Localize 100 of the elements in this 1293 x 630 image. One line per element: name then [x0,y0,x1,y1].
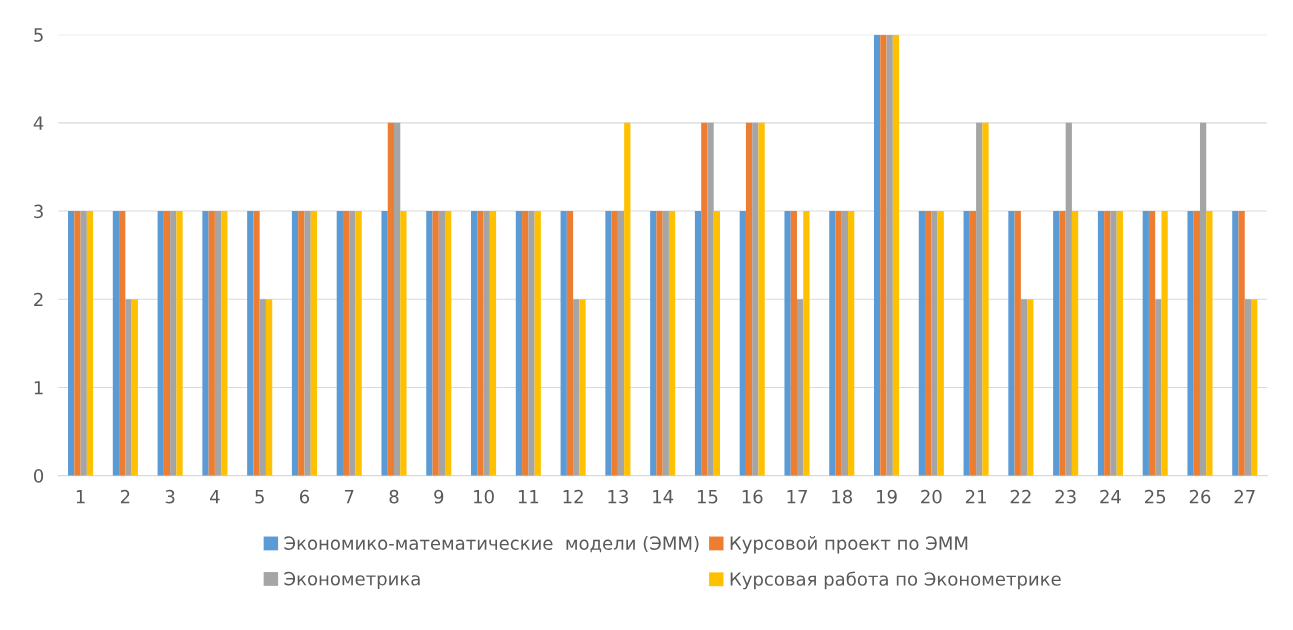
bar [1251,299,1258,476]
x-tick-label: 3 [165,489,175,504]
x-tick-label: 14 [653,490,674,504]
bar [247,211,254,476]
bar [259,299,266,476]
bar [342,211,350,476]
x-tick-label: 27 [1234,489,1255,504]
x-tick-label: 6 [299,489,310,504]
bar [1155,299,1162,476]
bar [112,211,120,476]
bar [848,211,855,476]
bar [534,211,541,476]
bar [522,211,529,476]
bar [1065,122,1072,476]
bar [202,211,209,476]
bar [880,34,887,476]
bar [707,122,714,476]
bar [176,211,183,476]
x-tick-label: 7 [344,490,354,504]
bar [918,211,926,476]
bar [1014,211,1021,476]
bar [426,211,433,476]
y-tick-label: 2 [34,292,43,307]
bar [841,211,849,476]
bar [931,211,938,476]
bar [1238,211,1245,476]
x-tick-label: 20 [921,489,942,504]
x-tick-label: 9 [434,489,444,504]
bar [1053,211,1060,476]
bar [336,211,343,476]
bar [1008,211,1015,476]
x-tick-label: 11 [518,490,539,504]
legend-label: Эконометрика [284,571,420,589]
bar [937,211,944,476]
legend-label: Курсовая работа по Эконометрике [730,571,1061,590]
bar [515,211,523,476]
bar [579,299,586,476]
x-tick-label: 4 [210,490,220,504]
bar [1071,211,1079,476]
bar [310,211,317,476]
y-tick-label: 0 [34,469,44,483]
y-tick-label: 3 [34,204,43,219]
bar [784,211,791,476]
bar [892,34,900,476]
bar [131,299,138,476]
bar [803,211,810,476]
bar [656,211,663,476]
x-tick-label: 10 [474,489,494,504]
bar [573,299,580,476]
bar [829,211,836,476]
x-tick-label: 2 [120,489,130,504]
bar [291,211,299,476]
bar [265,299,273,476]
bar [432,211,439,476]
bar [874,34,881,476]
bar [381,211,388,476]
bar [1187,211,1194,476]
bar [86,211,94,476]
bar [1142,211,1149,476]
bar [483,211,490,476]
bar [758,122,765,476]
bar [1059,211,1066,476]
x-tick-label: 22 [1010,489,1031,504]
bar [80,211,87,476]
x-tick-label: 19 [877,489,897,504]
bar [752,122,759,476]
bar [400,211,407,476]
legend-label: Курсовой проект по ЭММ [730,536,968,554]
bar [68,211,75,476]
bar [387,122,395,476]
bar [662,211,669,476]
x-tick-label: 21 [965,489,986,504]
bar [650,211,657,476]
bar [208,211,215,476]
bar [1027,299,1034,476]
bar [1110,211,1117,476]
bar [528,211,535,476]
bar [157,211,164,476]
y-tick-label: 5 [34,28,43,42]
bar [304,211,311,476]
bar [394,122,401,476]
x-tick-label: 18 [832,489,853,504]
x-tick-label: 15 [697,490,718,504]
bar [566,211,574,476]
x-tick-label: 24 [1100,489,1121,504]
x-tick-label: 26 [1189,489,1211,504]
x-tick-label: 16 [742,489,763,504]
bar [969,211,977,476]
bar [624,122,631,476]
bar [982,122,989,476]
bar [886,34,893,476]
bar [74,211,81,476]
bar [221,211,228,476]
bar [1148,211,1156,476]
bar [694,211,702,476]
bar [560,211,567,476]
bar [835,211,842,476]
bar [1244,299,1252,476]
x-tick-label: 5 [255,490,264,504]
bar [355,211,362,476]
